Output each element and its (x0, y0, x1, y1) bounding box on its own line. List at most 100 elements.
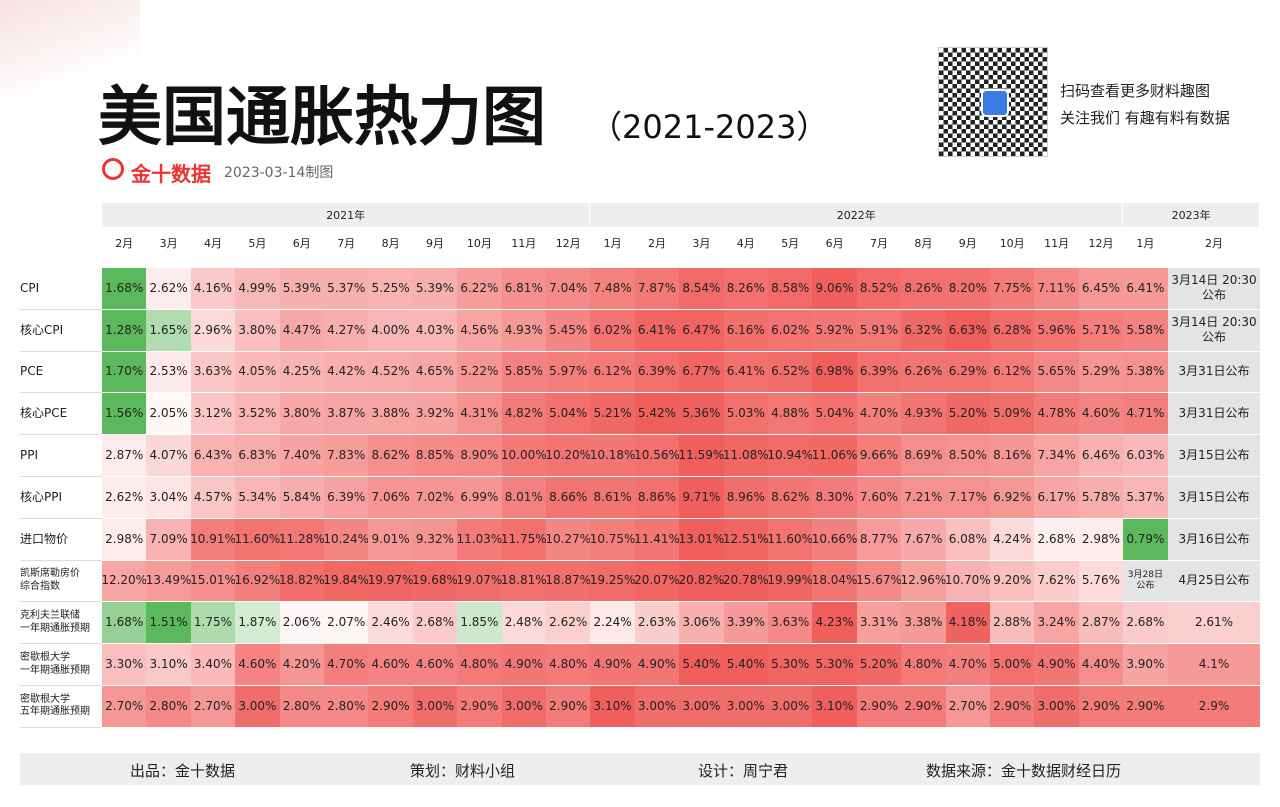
heat-cell: 10.18% (590, 435, 635, 477)
heat-cell: 1.28% (102, 309, 147, 352)
heat-cell: 5.20% (945, 393, 990, 436)
heat-cell: 3月15日公布 (1168, 477, 1260, 519)
heat-cell: 6.32% (901, 309, 946, 352)
heat-cell: 4.25% (279, 351, 324, 394)
heat-cell: 4.16% (190, 268, 236, 310)
heat-cell: 4.42% (324, 351, 369, 394)
heat-cell: 2.68% (412, 602, 458, 645)
heat-cell: 3.90% (1123, 644, 1168, 686)
heat-cell: 4.56% (457, 309, 502, 352)
heat-cell: 5.04% (812, 393, 857, 436)
month-header: 3月 (679, 228, 724, 258)
heat-cell: 5.45% (546, 309, 591, 352)
heat-cell: 8.90% (457, 435, 502, 477)
qr-text: 扫码查看更多财料趣图 (1060, 82, 1211, 100)
heat-cell: 19.84% (323, 560, 369, 603)
heat-cell: 3.12% (190, 393, 236, 436)
heat-cell: 6.41% (723, 351, 768, 394)
heat-cell: 1.70% (102, 351, 147, 394)
heat-cell: 3.00% (679, 686, 724, 728)
heat-cell: 5.37% (1123, 477, 1168, 519)
month-header: 9月 (412, 228, 458, 258)
heat-cell: 8.62% (368, 435, 413, 477)
footer-text: 设计：周宁君 (698, 762, 789, 780)
heat-cell: 7.48% (590, 268, 635, 310)
month-header: 1月 (590, 228, 635, 258)
heat-cell: 4.71% (1123, 393, 1168, 436)
heat-cell: 5.84% (279, 477, 324, 519)
heat-cell: 2.61% (1168, 602, 1260, 645)
heat-cell: 6.16% (723, 309, 768, 352)
heat-cell: 6.45% (1078, 268, 1124, 310)
qr-text: 关注我们 有趣有料有数据 (1060, 109, 1230, 127)
heat-cell: 5.71% (1078, 309, 1124, 352)
heat-cell: 2.88% (990, 602, 1035, 645)
heat-cell: 2.05% (146, 393, 191, 436)
heat-cell: 2.48% (501, 602, 546, 645)
heat-cell: 8.69% (901, 435, 946, 477)
heat-cell: 10.75% (590, 518, 635, 561)
period: （2021-2023） (590, 108, 829, 146)
heat-cell: 13.01% (679, 518, 724, 561)
row-label: PPI (20, 435, 102, 477)
heat-cell: 1.68% (102, 602, 147, 645)
heat-cell: 2.90% (368, 686, 413, 728)
heat-cell: 3.00% (768, 686, 813, 728)
heat-cell: 7.83% (324, 435, 369, 477)
heat-cell: 3.30% (102, 644, 147, 686)
heat-cell: 3.00% (634, 686, 680, 728)
heat-cell: 7.21% (901, 477, 946, 519)
heat-cell: 2.70% (945, 686, 990, 728)
heat-cell: 2.90% (1078, 686, 1124, 728)
heat-cell: 4.70% (945, 644, 990, 686)
heat-cell: 8.86% (634, 477, 680, 519)
brand-logo (102, 158, 124, 180)
heat-cell: 6.02% (590, 309, 635, 352)
heat-cell: 7.09% (146, 518, 191, 561)
heat-cell: 5.37% (324, 268, 369, 310)
heat-cell: 2.68% (1034, 518, 1079, 561)
footer-bar (20, 753, 1260, 785)
row-label: 核心PCE (20, 393, 102, 436)
heat-cell: 5.03% (723, 393, 768, 436)
row-label: 克利夫兰联储 一年期通胀预期 (20, 602, 102, 645)
heat-cell: 7.67% (901, 518, 946, 561)
heat-cell: 3.10% (812, 686, 857, 728)
heat-cell: 3.39% (723, 602, 768, 645)
heat-cell: 12.20% (101, 560, 147, 603)
heat-cell: 7.11% (1034, 268, 1079, 310)
heat-cell: 4.90% (590, 644, 635, 686)
heat-cell: 2.62% (546, 602, 591, 645)
heat-cell: 4.93% (501, 309, 546, 352)
year-header: 2021年 (102, 203, 590, 227)
heat-cell: 10.24% (323, 518, 369, 561)
month-header: 1月 (1123, 228, 1168, 258)
heat-cell: 2.90% (457, 686, 502, 728)
heat-cell: 18.81% (501, 560, 547, 603)
heat-cell: 9.32% (412, 518, 458, 561)
footer-text: 数据来源：金十数据财经日历 (926, 762, 1122, 780)
heat-cell: 2.07% (324, 602, 369, 645)
heat-cell: 3月15日公布 (1168, 435, 1260, 477)
heat-cell: 7.34% (1034, 435, 1079, 477)
heat-cell: 5.91% (856, 309, 902, 352)
month-header: 10月 (457, 228, 502, 258)
month-header: 4月 (190, 228, 236, 258)
heat-cell: 6.12% (590, 351, 635, 394)
heat-cell: 4.60% (235, 644, 280, 686)
heat-cell: 7.02% (412, 477, 458, 519)
heat-cell: 4.03% (412, 309, 458, 352)
month-header: 8月 (368, 228, 413, 258)
heat-cell: 11.03% (457, 518, 502, 561)
heat-cell: 20.82% (679, 560, 724, 603)
date: 2023-03-14制图 (224, 165, 334, 181)
heat-cell: 1.68% (102, 268, 147, 310)
heat-cell: 3.80% (279, 393, 324, 436)
heat-cell: 4.60% (1078, 393, 1124, 436)
heat-cell: 2.63% (634, 602, 680, 645)
heat-cell: 9.66% (856, 435, 902, 477)
heat-cell: 3.63% (190, 351, 236, 394)
month-header: 6月 (812, 228, 857, 258)
month-header: 3月 (146, 228, 191, 258)
heat-cell: 5.30% (812, 644, 857, 686)
